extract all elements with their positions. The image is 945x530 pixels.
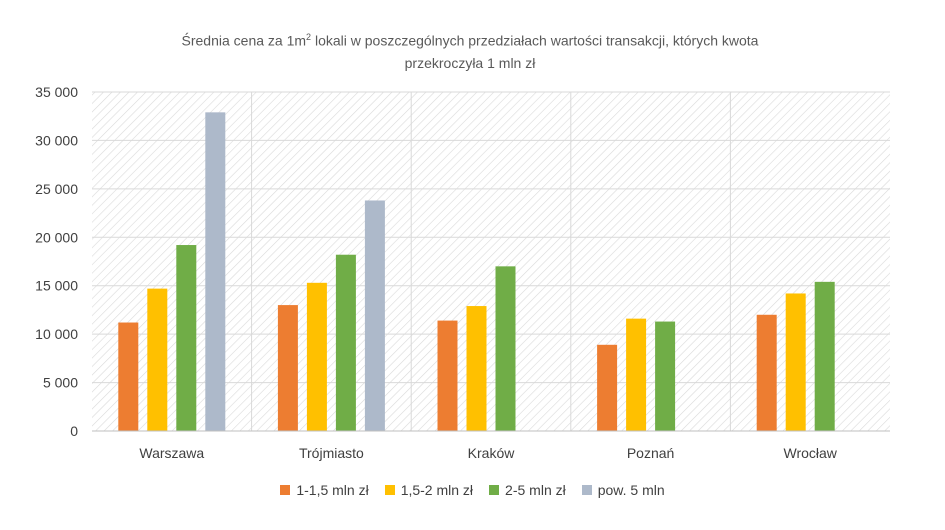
bar — [176, 245, 197, 431]
bar — [364, 200, 385, 431]
bar — [655, 321, 676, 431]
bar — [306, 282, 327, 431]
y-tick-label: 35 000 — [35, 84, 78, 100]
x-axis: Warszawa Trójmiasto Kraków Poznań Wrocław — [92, 430, 890, 461]
y-tick-label: 25 000 — [35, 181, 78, 197]
x-tick-label: Poznań — [627, 445, 674, 461]
y-tick-label: 30 000 — [35, 132, 78, 148]
y-tick-label: 5 000 — [43, 375, 78, 391]
x-tick-label: Warszawa — [139, 445, 204, 461]
bar — [335, 254, 356, 431]
y-tick-label: 0 — [70, 423, 78, 439]
legend-label: 1-1,5 mln zł — [296, 482, 369, 498]
bar — [785, 293, 806, 431]
legend-swatch — [489, 485, 500, 495]
legend-label: pow. 5 mln — [597, 482, 665, 498]
bar — [597, 344, 618, 431]
bar — [437, 320, 458, 431]
x-tick-label: Kraków — [468, 445, 516, 461]
y-tick-label: 10 000 — [35, 326, 78, 342]
chart-title: Średnia cena za 1m2 lokali w poszczególn… — [181, 32, 759, 71]
bar — [626, 318, 647, 431]
y-axis: 0 5 000 10 000 15 000 20 000 25 000 30 000 35 0… — [35, 84, 78, 439]
x-tick-label: Trójmiasto — [299, 445, 364, 461]
bar — [205, 112, 226, 431]
bar — [118, 322, 139, 431]
legend-swatch — [581, 485, 592, 495]
y-tick-label: 15 000 — [35, 278, 78, 294]
legend: 1-1,5 mln zł 1,5-2 mln zł 2-5 mln zł pow. 5… — [0, 482, 945, 498]
bars — [118, 112, 835, 431]
bar — [814, 281, 835, 431]
y-tick-label: 20 000 — [35, 229, 78, 245]
legend-item: 1-1,5 mln zł — [280, 482, 369, 498]
legend-swatch — [384, 485, 395, 495]
bar — [147, 288, 168, 431]
bar — [277, 305, 298, 431]
legend-label: 2-5 mln zł — [505, 482, 566, 498]
legend-item: 1,5-2 mln zł — [384, 482, 474, 498]
x-tick-label: Wrocław — [783, 445, 837, 461]
legend-item: pow. 5 mln — [581, 482, 665, 498]
bar — [466, 306, 487, 431]
legend-item: 2-5 mln zł — [489, 482, 566, 498]
bar — [495, 266, 516, 431]
bar — [756, 314, 777, 431]
legend-swatch — [280, 485, 291, 495]
legend-label: 1,5-2 mln zł — [400, 482, 474, 498]
